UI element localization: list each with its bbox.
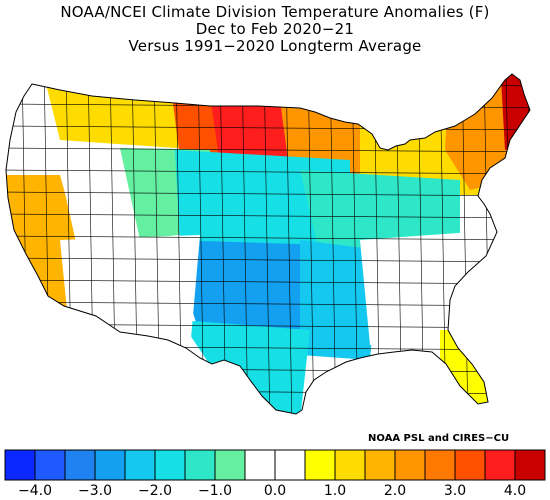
colorbar-tick-label: −1.0	[198, 483, 232, 499]
region-mississippi-valley	[300, 240, 380, 360]
colorbar-tick-label: 3.0	[443, 483, 467, 499]
colorbar-box	[124, 449, 156, 481]
colorbar-tick-label: 0.0	[263, 483, 287, 499]
colorbar-box	[424, 449, 456, 481]
anomaly-shading	[6, 74, 530, 414]
colorbar-box	[154, 449, 186, 481]
division-line	[6, 81, 530, 87]
colorbar-box	[514, 449, 546, 481]
colorbar-box	[214, 449, 246, 481]
region-southeast	[360, 230, 500, 345]
colorbar-box	[244, 449, 276, 481]
map-subtitle-period: Dec to Feb 2020−21	[195, 20, 355, 38]
division-line	[6, 74, 7, 414]
division-line	[6, 235, 530, 241]
region-new-england	[445, 74, 530, 190]
colorbar-box	[334, 449, 366, 481]
colorbar-tick-label: −2.0	[138, 483, 172, 499]
colorbar-box	[304, 449, 336, 481]
division-line	[6, 125, 530, 131]
region-north-dakota-east	[210, 95, 290, 165]
division-line	[285, 74, 293, 414]
division-line	[6, 213, 530, 219]
colorbar-box	[274, 449, 306, 481]
region-maine	[500, 74, 530, 150]
colorbar-tick-label: −3.0	[78, 483, 112, 499]
division-line	[241, 74, 249, 414]
division-line	[307, 74, 315, 414]
division-line	[6, 169, 530, 175]
colorbar-tick-label: 1.0	[323, 483, 347, 499]
colorbar-box	[94, 449, 126, 481]
colorbar-box	[64, 449, 96, 481]
division-line	[6, 191, 530, 197]
colorbar-box	[184, 449, 216, 481]
colorbar-tick-label: 4.0	[503, 483, 527, 499]
region-florida	[440, 330, 500, 414]
colorbar-box	[34, 449, 66, 481]
map-subtitle-baseline: Versus 1991−2020 Longterm Average	[128, 37, 422, 55]
division-line	[263, 74, 271, 414]
colorbar-box	[454, 449, 486, 481]
division-line	[0, 60, 550, 64]
division-line	[6, 257, 530, 263]
division-line	[6, 411, 530, 414]
colorbar-tick-label: 2.0	[383, 483, 407, 499]
colorbar	[4, 449, 546, 481]
colorbar-box	[4, 449, 36, 481]
map-title: NOAA/NCEI Climate Division Temperature A…	[60, 3, 490, 21]
colorbar-box	[394, 449, 426, 481]
division-line	[6, 147, 530, 153]
colorbar-tick-label: −4.0	[18, 483, 52, 499]
colorbar-box	[364, 449, 396, 481]
division-line	[527, 74, 530, 414]
data-credit: NOAA PSL and CIRES−CU	[368, 433, 510, 444]
colorbar-box	[484, 449, 516, 481]
